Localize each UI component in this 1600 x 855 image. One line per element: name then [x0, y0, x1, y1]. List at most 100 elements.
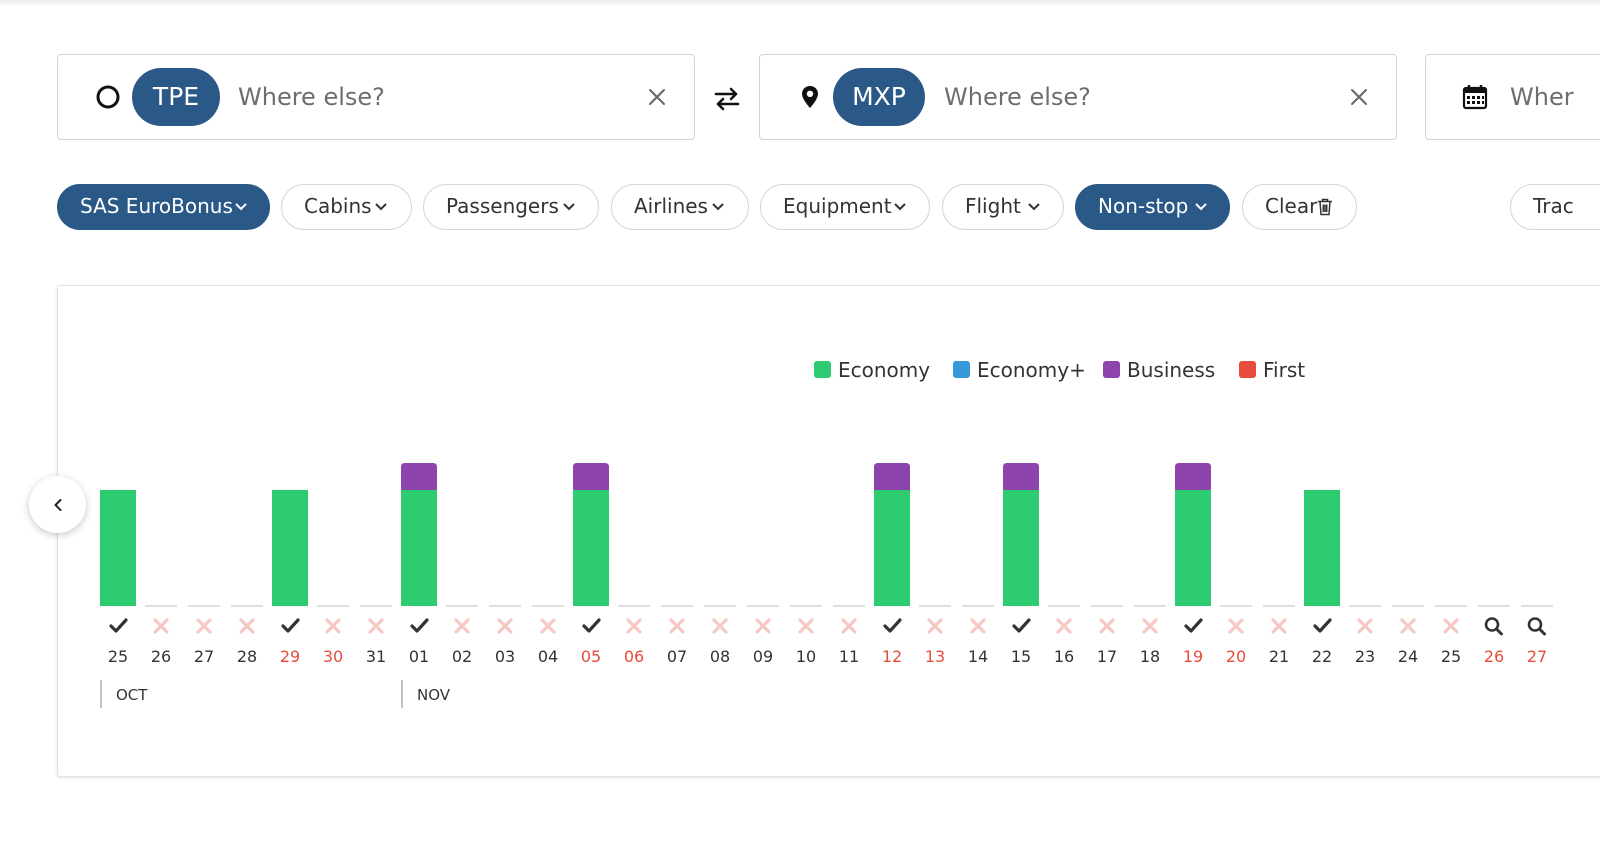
unavailable-cross-icon	[712, 618, 728, 634]
available-check-icon	[1184, 618, 1203, 633]
available-check-icon	[281, 618, 300, 633]
unavailable-cross-icon	[927, 618, 943, 634]
destination-code-chip[interactable]: MXP	[833, 68, 925, 126]
previous-dates-button[interactable]	[29, 476, 86, 533]
filter-cabins[interactable]: Cabins	[281, 184, 412, 230]
available-check-icon	[1012, 618, 1031, 633]
search-icon-handle	[1538, 627, 1546, 636]
search-icon-handle	[1495, 627, 1503, 636]
track-button[interactable]: Trac	[1510, 184, 1600, 230]
bar-business	[874, 463, 910, 490]
unavailable-cross-icon	[1099, 618, 1115, 634]
day-label: 10	[796, 647, 816, 666]
search-icon	[1527, 617, 1543, 632]
day-label: 20	[1226, 647, 1246, 666]
clear-filters-label: Clear	[1265, 194, 1318, 218]
day-label: 21	[1269, 647, 1289, 666]
legend-economy-swatch	[814, 361, 831, 378]
day-label: 05	[581, 647, 601, 666]
day-label: 07	[667, 647, 687, 666]
day-label: 15	[1011, 647, 1031, 666]
available-check-icon	[582, 618, 601, 633]
filter-cabins-label: Cabins	[304, 194, 372, 218]
day-label: 16	[1054, 647, 1074, 666]
day-label: 02	[452, 647, 472, 666]
clear-filters-button[interactable]: Clear	[1242, 184, 1357, 230]
destination-input[interactable]: Where else?	[944, 83, 1091, 111]
destination-field[interactable]: MXP Where else?	[759, 54, 1397, 140]
origin-code-chip[interactable]: TPE	[132, 68, 220, 126]
day-label: 12	[882, 647, 902, 666]
day-label: 14	[968, 647, 988, 666]
unavailable-cross-icon	[540, 618, 556, 634]
filter-equipment[interactable]: Equipment	[760, 184, 930, 230]
filter-flight[interactable]: Flight	[942, 184, 1064, 230]
filter-non-stop[interactable]: Non-stop	[1075, 184, 1230, 230]
date-input[interactable]: Wher	[1510, 83, 1574, 111]
filter-airlines[interactable]: Airlines	[611, 184, 749, 230]
unavailable-cross-icon	[1357, 618, 1373, 634]
legend-economy-plus-label: Economy+	[977, 358, 1086, 382]
bar-economy	[100, 490, 136, 606]
unavailable-cross-icon	[239, 618, 255, 634]
unavailable-cross-icon	[454, 618, 470, 634]
day-label: 29	[280, 647, 300, 666]
day-label: 01	[409, 647, 429, 666]
legend-business-label: Business	[1127, 358, 1216, 382]
filter-equipment-label: Equipment	[783, 194, 892, 218]
filter-program[interactable]: SAS EuroBonus	[57, 184, 270, 230]
day-label: 04	[538, 647, 558, 666]
bar-economy	[272, 490, 308, 606]
filter-flight-label: Flight	[965, 194, 1021, 218]
bar-economy	[401, 490, 437, 606]
unavailable-cross-icon	[970, 618, 986, 634]
day-label: 27	[1527, 647, 1547, 666]
unavailable-cross-icon	[325, 618, 341, 634]
day-label: 23	[1355, 647, 1375, 666]
clear-destination-icon[interactable]	[1349, 87, 1369, 107]
date-field[interactable]: Wher	[1425, 54, 1600, 140]
chevron-down-icon	[235, 203, 247, 211]
unavailable-cross-icon	[497, 618, 513, 634]
origin-input[interactable]: Where else?	[238, 83, 385, 111]
available-check-icon	[109, 618, 128, 633]
unavailable-cross-icon	[798, 618, 814, 634]
unavailable-cross-icon	[626, 618, 642, 634]
day-label: 25	[108, 647, 128, 666]
unavailable-cross-icon	[196, 618, 212, 634]
filter-passengers[interactable]: Passengers	[423, 184, 599, 230]
origin-field[interactable]: TPE Where else?	[57, 54, 695, 140]
chevron-down-icon	[712, 203, 724, 211]
month-label: NOV	[417, 686, 451, 704]
day-label: 25	[1441, 647, 1461, 666]
legend-first-swatch	[1239, 361, 1256, 378]
chevron-down-icon	[1028, 203, 1040, 211]
available-check-icon	[883, 618, 902, 633]
bar-economy	[573, 490, 609, 606]
unavailable-cross-icon	[1443, 618, 1459, 634]
day-label: 26	[1484, 647, 1504, 666]
filter-non-stop-label: Non-stop	[1098, 194, 1189, 218]
swap-arrows-icon[interactable]	[712, 85, 742, 113]
clear-origin-icon[interactable]	[647, 87, 667, 107]
day-label: 31	[366, 647, 386, 666]
track-button-label: Trac	[1533, 194, 1574, 218]
legend-first-label: First	[1263, 358, 1306, 382]
chevron-down-icon	[563, 203, 575, 211]
available-check-icon	[410, 618, 429, 633]
unavailable-cross-icon	[1271, 618, 1287, 634]
bar-business	[573, 463, 609, 490]
unavailable-cross-icon	[841, 618, 857, 634]
day-label: 27	[194, 647, 214, 666]
day-label: 30	[323, 647, 343, 666]
trash-icon	[1318, 198, 1332, 216]
bar-economy	[874, 490, 910, 606]
unavailable-cross-icon	[755, 618, 771, 634]
day-label: 08	[710, 647, 730, 666]
unavailable-cross-icon	[1400, 618, 1416, 634]
circle-icon	[96, 85, 120, 109]
legend-economy-plus-swatch	[953, 361, 970, 378]
chevron-down-icon	[1195, 203, 1207, 211]
day-label: 18	[1140, 647, 1160, 666]
